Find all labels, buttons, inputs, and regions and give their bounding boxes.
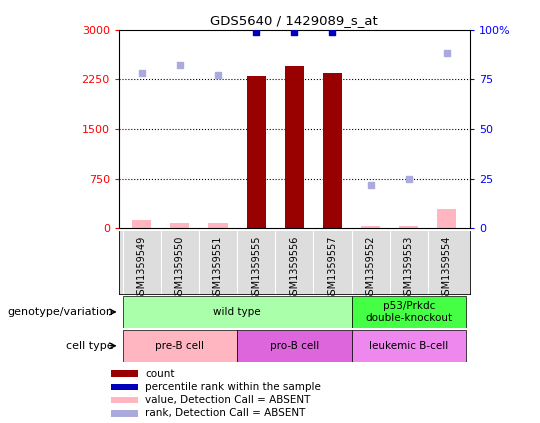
Bar (123, 296, 352, 328)
Point (137, 70, 146, 77)
Text: rank, Detection Call = ABSENT: rank, Detection Call = ABSENT (145, 408, 306, 418)
Bar (123, 330, 237, 362)
Point (328, 28, 337, 35)
Text: GSM1359555: GSM1359555 (251, 236, 261, 301)
Text: cell type: cell type (66, 341, 113, 351)
Text: p53/Prkdc
double-knockout: p53/Prkdc double-knockout (365, 301, 453, 323)
Bar (361, 226, 380, 228)
Bar (285, 66, 304, 228)
Bar (208, 223, 227, 228)
Bar (352, 330, 466, 362)
Bar (111, 397, 138, 404)
Text: GSM1359554: GSM1359554 (442, 236, 452, 301)
Point (290, 28, 299, 35)
Point (176, 62, 184, 69)
Bar (237, 330, 352, 362)
Bar (437, 209, 456, 228)
Title: GDS5640 / 1429089_s_at: GDS5640 / 1429089_s_at (211, 14, 378, 27)
Text: GSM1359551: GSM1359551 (213, 236, 223, 301)
Text: count: count (145, 369, 175, 379)
Bar (247, 76, 266, 228)
Point (443, 50, 451, 57)
Text: GSM1359550: GSM1359550 (175, 236, 185, 301)
Text: GSM1359557: GSM1359557 (327, 236, 338, 301)
Point (214, 72, 222, 79)
Text: GSM1359549: GSM1359549 (137, 236, 147, 301)
Bar (111, 384, 138, 390)
Bar (170, 223, 190, 228)
Text: percentile rank within the sample: percentile rank within the sample (145, 382, 321, 392)
Bar (111, 371, 138, 377)
Bar (352, 296, 466, 328)
Text: wild type: wild type (213, 307, 261, 317)
Point (404, 175, 413, 182)
Text: pro-B cell: pro-B cell (269, 341, 319, 351)
Point (252, 28, 260, 35)
Bar (111, 410, 138, 417)
Text: leukemic B-cell: leukemic B-cell (369, 341, 448, 351)
Point (366, 181, 375, 188)
Bar (399, 226, 418, 228)
Bar (323, 73, 342, 228)
Text: GSM1359556: GSM1359556 (289, 236, 299, 301)
Text: pre-B cell: pre-B cell (156, 341, 204, 351)
Text: value, Detection Call = ABSENT: value, Detection Call = ABSENT (145, 395, 311, 405)
Text: GSM1359553: GSM1359553 (404, 236, 414, 301)
Text: GSM1359552: GSM1359552 (366, 236, 376, 301)
Bar (132, 220, 151, 228)
Text: genotype/variation: genotype/variation (8, 307, 113, 317)
